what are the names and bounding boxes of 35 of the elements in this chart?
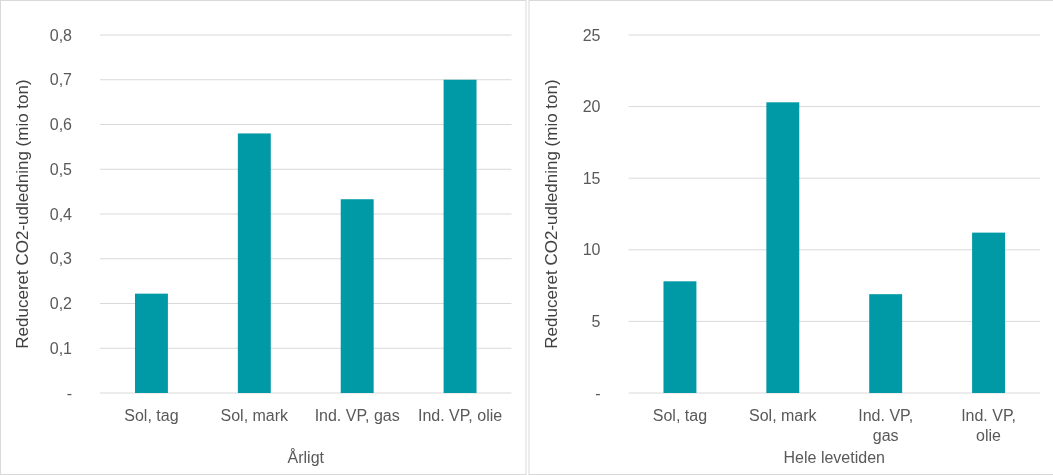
bar — [443, 79, 477, 393]
bar — [972, 232, 1006, 393]
y-tick-label: 0,3 — [49, 250, 73, 268]
bar — [663, 281, 697, 393]
y-tick-label: 0,5 — [49, 160, 73, 178]
x-axis-title: Hele levetiden — [783, 449, 885, 466]
y-tick-label: 0,8 — [49, 26, 73, 44]
x-tick-label: Ind. VP, gas — [314, 407, 400, 424]
y-tick-label: 20 — [582, 98, 601, 116]
x-tick-label: Ind. VP, olie — [417, 407, 503, 424]
x-tick-label: Sol, mark — [220, 407, 290, 424]
y-tick-label: 25 — [582, 26, 601, 44]
y-tick-label: - — [66, 384, 72, 402]
bar — [340, 199, 374, 393]
x-axis-title: Årligt — [287, 448, 325, 466]
y-tick-label: - — [595, 384, 601, 402]
y-tick-label: 10 — [582, 241, 601, 259]
x-tick-label: Sol, tag — [652, 407, 708, 424]
y-tick-label: 0,6 — [49, 116, 73, 134]
y-axis-title: Reduceret CO2-udledning (mio ton) — [13, 79, 32, 349]
x-tick-label: Ind. VP, gas — [858, 407, 914, 444]
bar — [134, 293, 168, 393]
y-tick-label: 0,1 — [49, 339, 73, 357]
bar — [766, 102, 800, 393]
bar — [237, 133, 271, 393]
bar — [869, 294, 903, 393]
y-tick-label: 5 — [591, 313, 601, 330]
x-tick-label: Sol, mark — [749, 407, 818, 424]
x-tick-label: Ind. VP, olie — [961, 407, 1016, 444]
y-tick-label: 0,7 — [49, 71, 73, 89]
x-tick-label: Sol, tag — [124, 407, 179, 424]
y-tick-label: 15 — [582, 169, 601, 187]
y-tick-label: 0,4 — [49, 205, 73, 223]
y-axis-title: Reduceret CO2-udledning (mio ton) — [541, 79, 561, 349]
y-tick-label: 0,2 — [49, 295, 73, 313]
